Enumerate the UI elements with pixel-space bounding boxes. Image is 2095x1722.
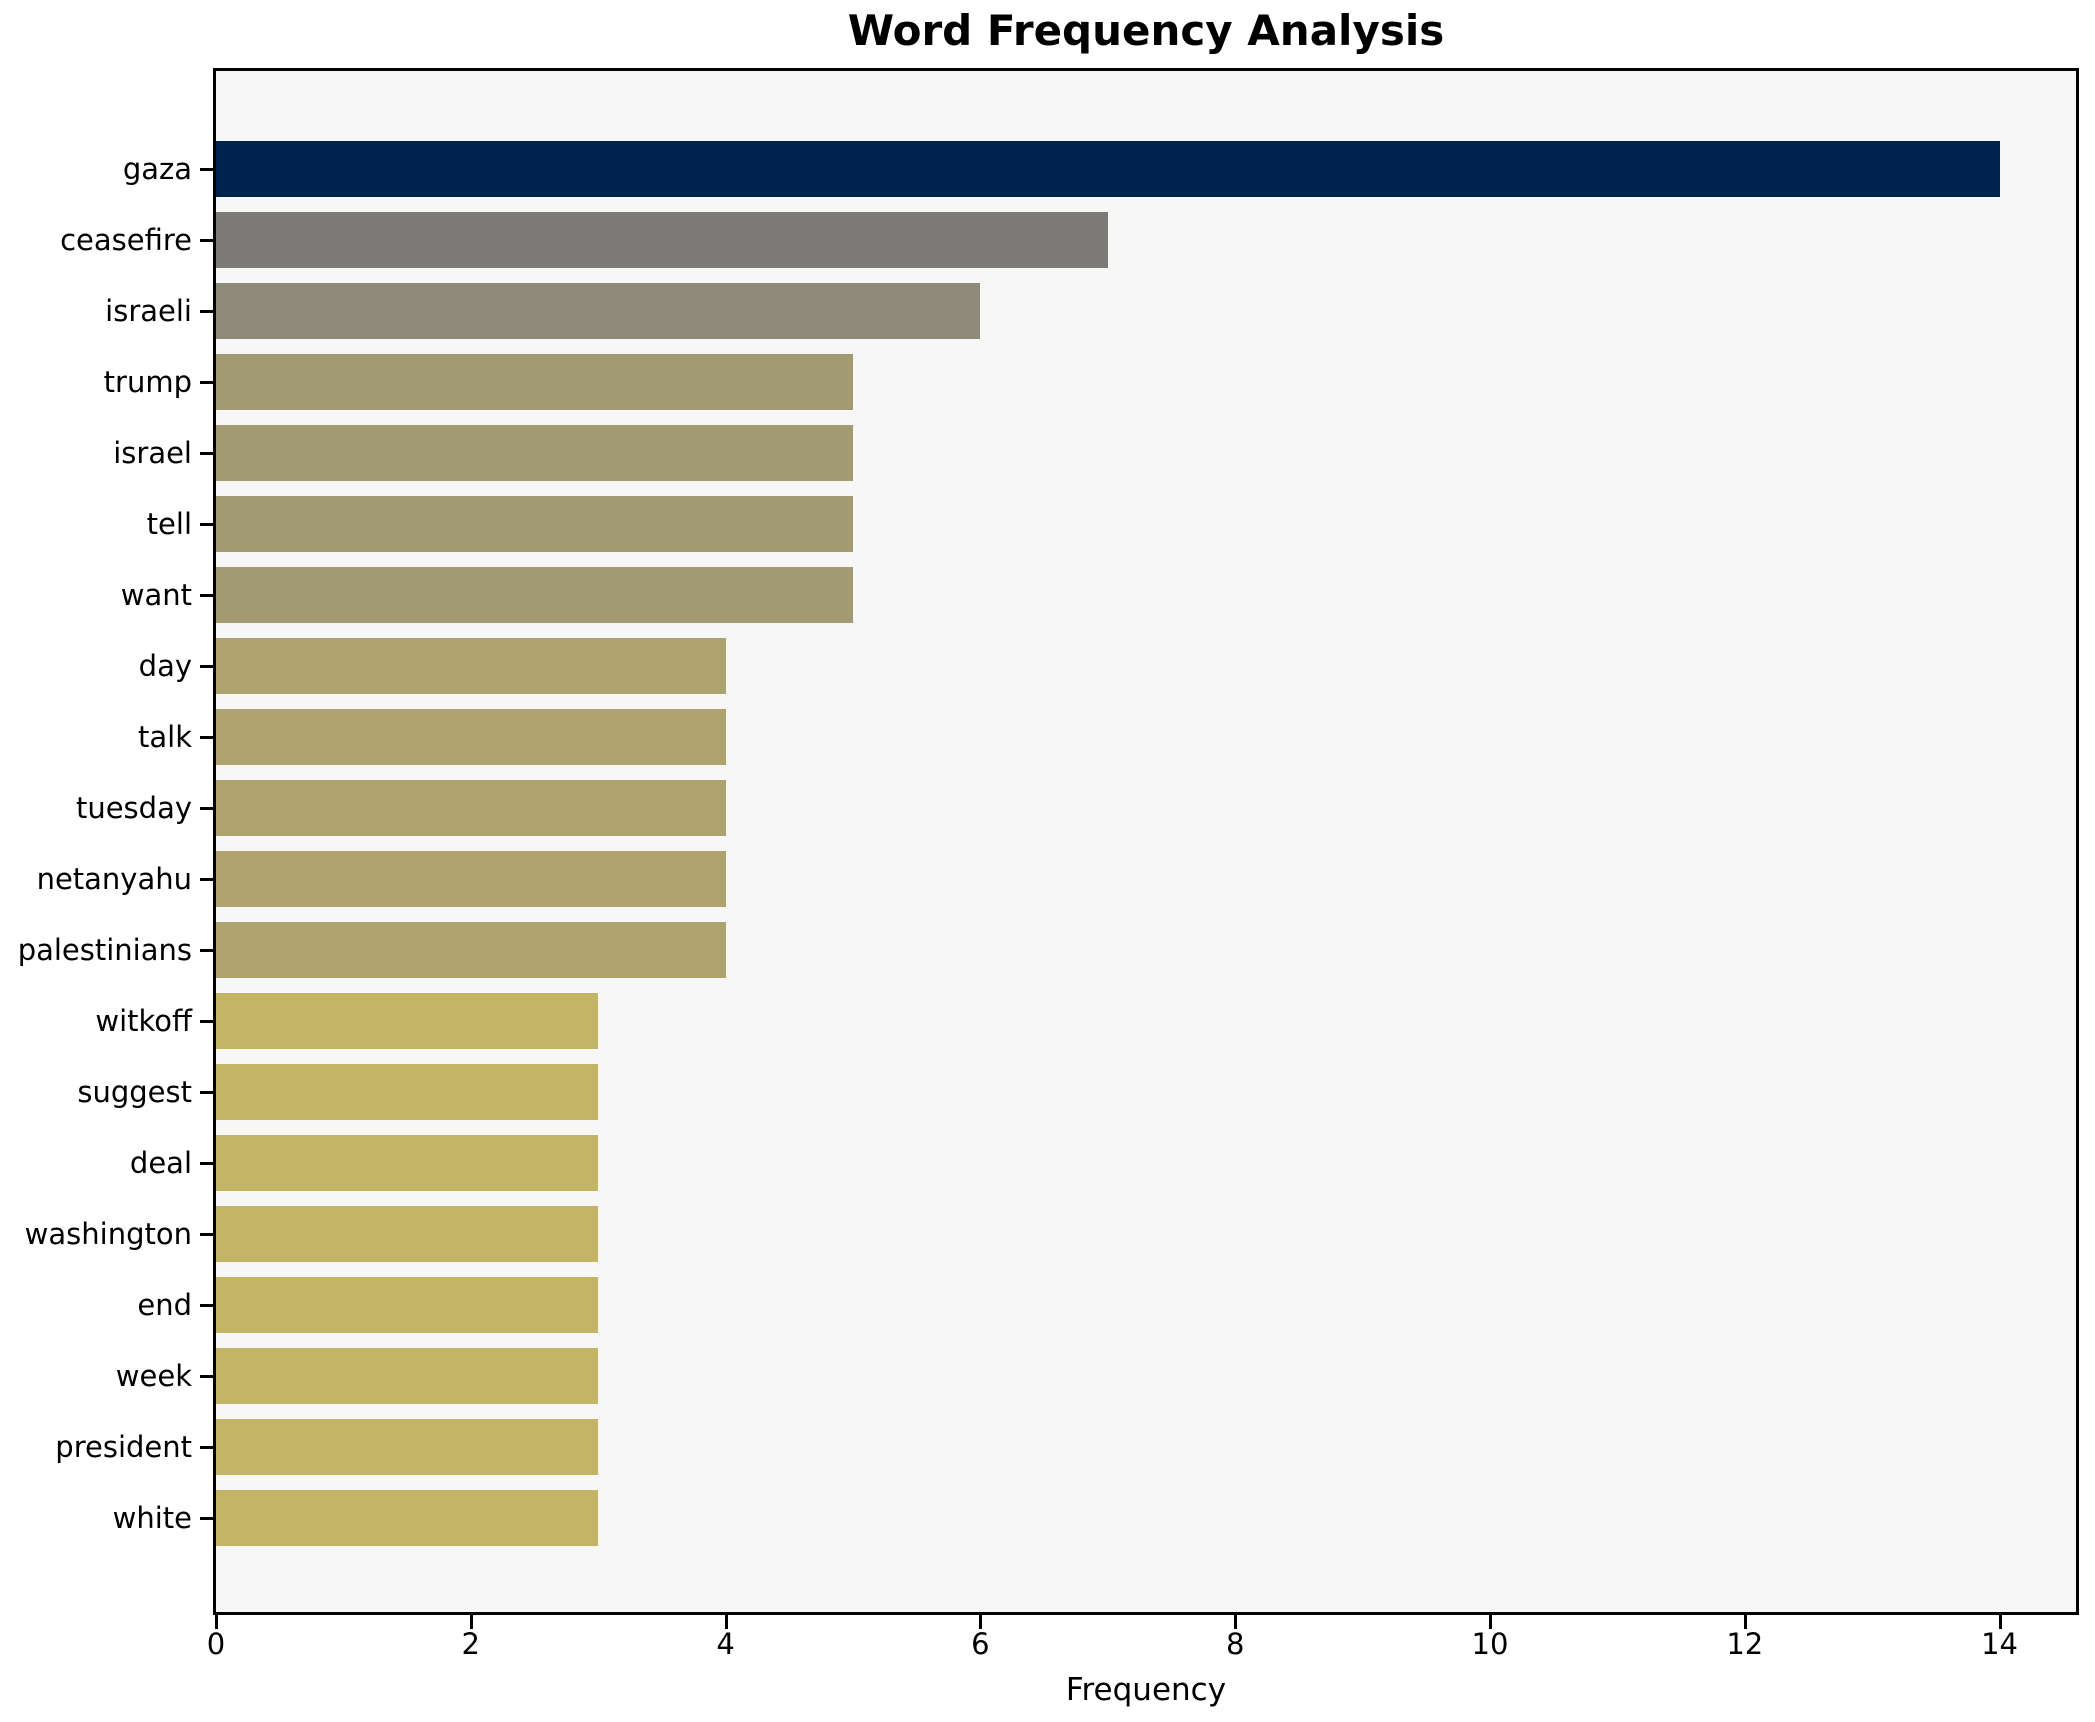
y-tick-label-deal: deal [129, 1146, 192, 1180]
bar-suggest [216, 1064, 599, 1120]
y-tick-mark [200, 239, 213, 242]
y-tick-mark [200, 1446, 213, 1449]
x-tick-label-6: 6 [971, 1627, 990, 1661]
y-tick-label-want: want [120, 578, 192, 612]
y-tick-mark [200, 381, 213, 384]
bar-gaza [216, 141, 2000, 197]
bar-washington [216, 1206, 599, 1262]
bar-week [216, 1348, 599, 1404]
chart-title: Word Frequency Analysis [847, 6, 1445, 55]
y-tick-mark [200, 736, 213, 739]
bar-white [216, 1490, 599, 1546]
y-tick-mark [200, 310, 213, 313]
bar-want [216, 567, 853, 623]
y-tick-label-witkoff: witkoff [95, 1004, 192, 1038]
y-tick-mark [200, 1517, 213, 1520]
x-tick-label-8: 8 [1225, 1627, 1245, 1661]
x-tick-mark [1743, 1615, 1747, 1629]
y-tick-label-tuesday: tuesday [75, 791, 192, 825]
y-tick-mark [200, 1304, 213, 1307]
y-tick-mark [200, 949, 213, 952]
y-tick-mark [200, 665, 213, 668]
x-tick-mark [1234, 1615, 1238, 1629]
y-tick-label-gaza: gaza [122, 152, 192, 186]
plot-area [213, 68, 2079, 1615]
y-tick-label-israeli: israeli [105, 294, 192, 328]
y-tick-label-trump: trump [103, 365, 192, 399]
bar-netanyahu [216, 851, 726, 907]
x-tick-label-12: 12 [1726, 1627, 1764, 1661]
bar-tell [216, 496, 853, 552]
bar-israeli [216, 283, 981, 339]
x-tick-mark [979, 1615, 983, 1629]
y-tick-label-week: week [115, 1359, 192, 1393]
y-tick-mark [200, 1091, 213, 1094]
y-tick-label-washington: washington [24, 1217, 192, 1251]
y-tick-mark [200, 452, 213, 455]
y-tick-label-tell: tell [146, 507, 192, 541]
y-tick-mark [200, 594, 213, 597]
y-tick-mark [200, 1233, 213, 1236]
y-tick-label-palestinians: palestinians [17, 933, 192, 967]
bar-trump [216, 354, 853, 410]
bar-ceasefire [216, 212, 1108, 268]
y-tick-mark [200, 1375, 213, 1378]
y-tick-label-white: white [112, 1501, 192, 1535]
bar-israel [216, 425, 853, 481]
y-tick-label-end: end [137, 1288, 192, 1322]
bar-end [216, 1277, 599, 1333]
bar-deal [216, 1135, 599, 1191]
x-tick-label-0: 0 [206, 1627, 226, 1661]
x-tick-label-4: 4 [716, 1627, 735, 1661]
x-tick-mark [1488, 1615, 1492, 1629]
y-tick-mark [200, 1020, 213, 1023]
y-tick-mark [200, 878, 213, 881]
y-tick-label-israel: israel [113, 436, 192, 470]
x-tick-label-10: 10 [1471, 1627, 1509, 1661]
x-tick-label-14: 14 [1981, 1627, 2018, 1661]
x-tick-mark [1998, 1615, 2002, 1629]
y-tick-mark [200, 523, 213, 526]
x-tick-mark [215, 1615, 218, 1629]
y-tick-mark [200, 1162, 213, 1165]
y-tick-mark [200, 807, 213, 810]
bar-day [216, 638, 726, 694]
y-tick-label-ceasefire: ceasefire [60, 223, 192, 257]
bar-president [216, 1419, 599, 1475]
y-tick-label-suggest: suggest [77, 1075, 192, 1109]
y-tick-label-president: president [55, 1430, 192, 1464]
x-tick-mark [724, 1615, 728, 1629]
bar-witkoff [216, 993, 599, 1049]
y-tick-label-netanyahu: netanyahu [36, 862, 192, 896]
x-tick-label-2: 2 [461, 1627, 481, 1661]
bar-talk [216, 709, 726, 765]
bar-tuesday [216, 780, 726, 836]
x-tick-mark [469, 1615, 473, 1629]
y-tick-label-talk: talk [138, 720, 192, 754]
bar-palestinians [216, 922, 726, 978]
y-tick-label-day: day [138, 649, 192, 683]
x-axis-label: Frequency [1065, 1672, 1227, 1708]
y-tick-mark [200, 168, 213, 171]
